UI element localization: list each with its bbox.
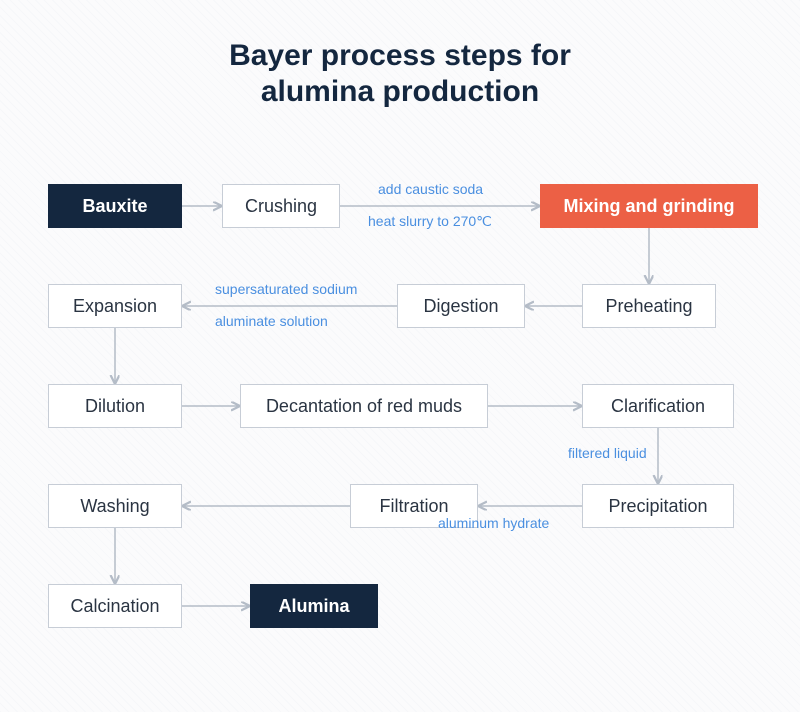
node-bauxite: Bauxite — [48, 184, 182, 228]
edge-label-hydrate: aluminum hydrate — [438, 515, 549, 531]
edge-label-supersat2: aluminate solution — [215, 313, 328, 329]
node-expansion: Expansion — [48, 284, 182, 328]
node-clarification: Clarification — [582, 384, 734, 428]
node-crushing: Crushing — [222, 184, 340, 228]
node-precipitation: Precipitation — [582, 484, 734, 528]
node-washing: Washing — [48, 484, 182, 528]
node-digestion: Digestion — [397, 284, 525, 328]
title-line-2: alumina production — [261, 75, 539, 108]
diagram-title: Bayer process steps for alumina producti… — [0, 38, 800, 110]
edge-label-supersat1: supersaturated sodium — [215, 281, 357, 297]
edge-label-heat: heat slurry to 270℃ — [368, 213, 492, 230]
node-mixinggrind: Mixing and grinding — [540, 184, 758, 228]
title-line-1: Bayer process steps for — [229, 39, 571, 72]
edge-label-caustic: add caustic soda — [378, 181, 483, 197]
node-preheating: Preheating — [582, 284, 716, 328]
node-decantation: Decantation of red muds — [240, 384, 488, 428]
node-calcination: Calcination — [48, 584, 182, 628]
edge-label-filtered: filtered liquid — [568, 445, 647, 461]
node-alumina: Alumina — [250, 584, 378, 628]
node-dilution: Dilution — [48, 384, 182, 428]
